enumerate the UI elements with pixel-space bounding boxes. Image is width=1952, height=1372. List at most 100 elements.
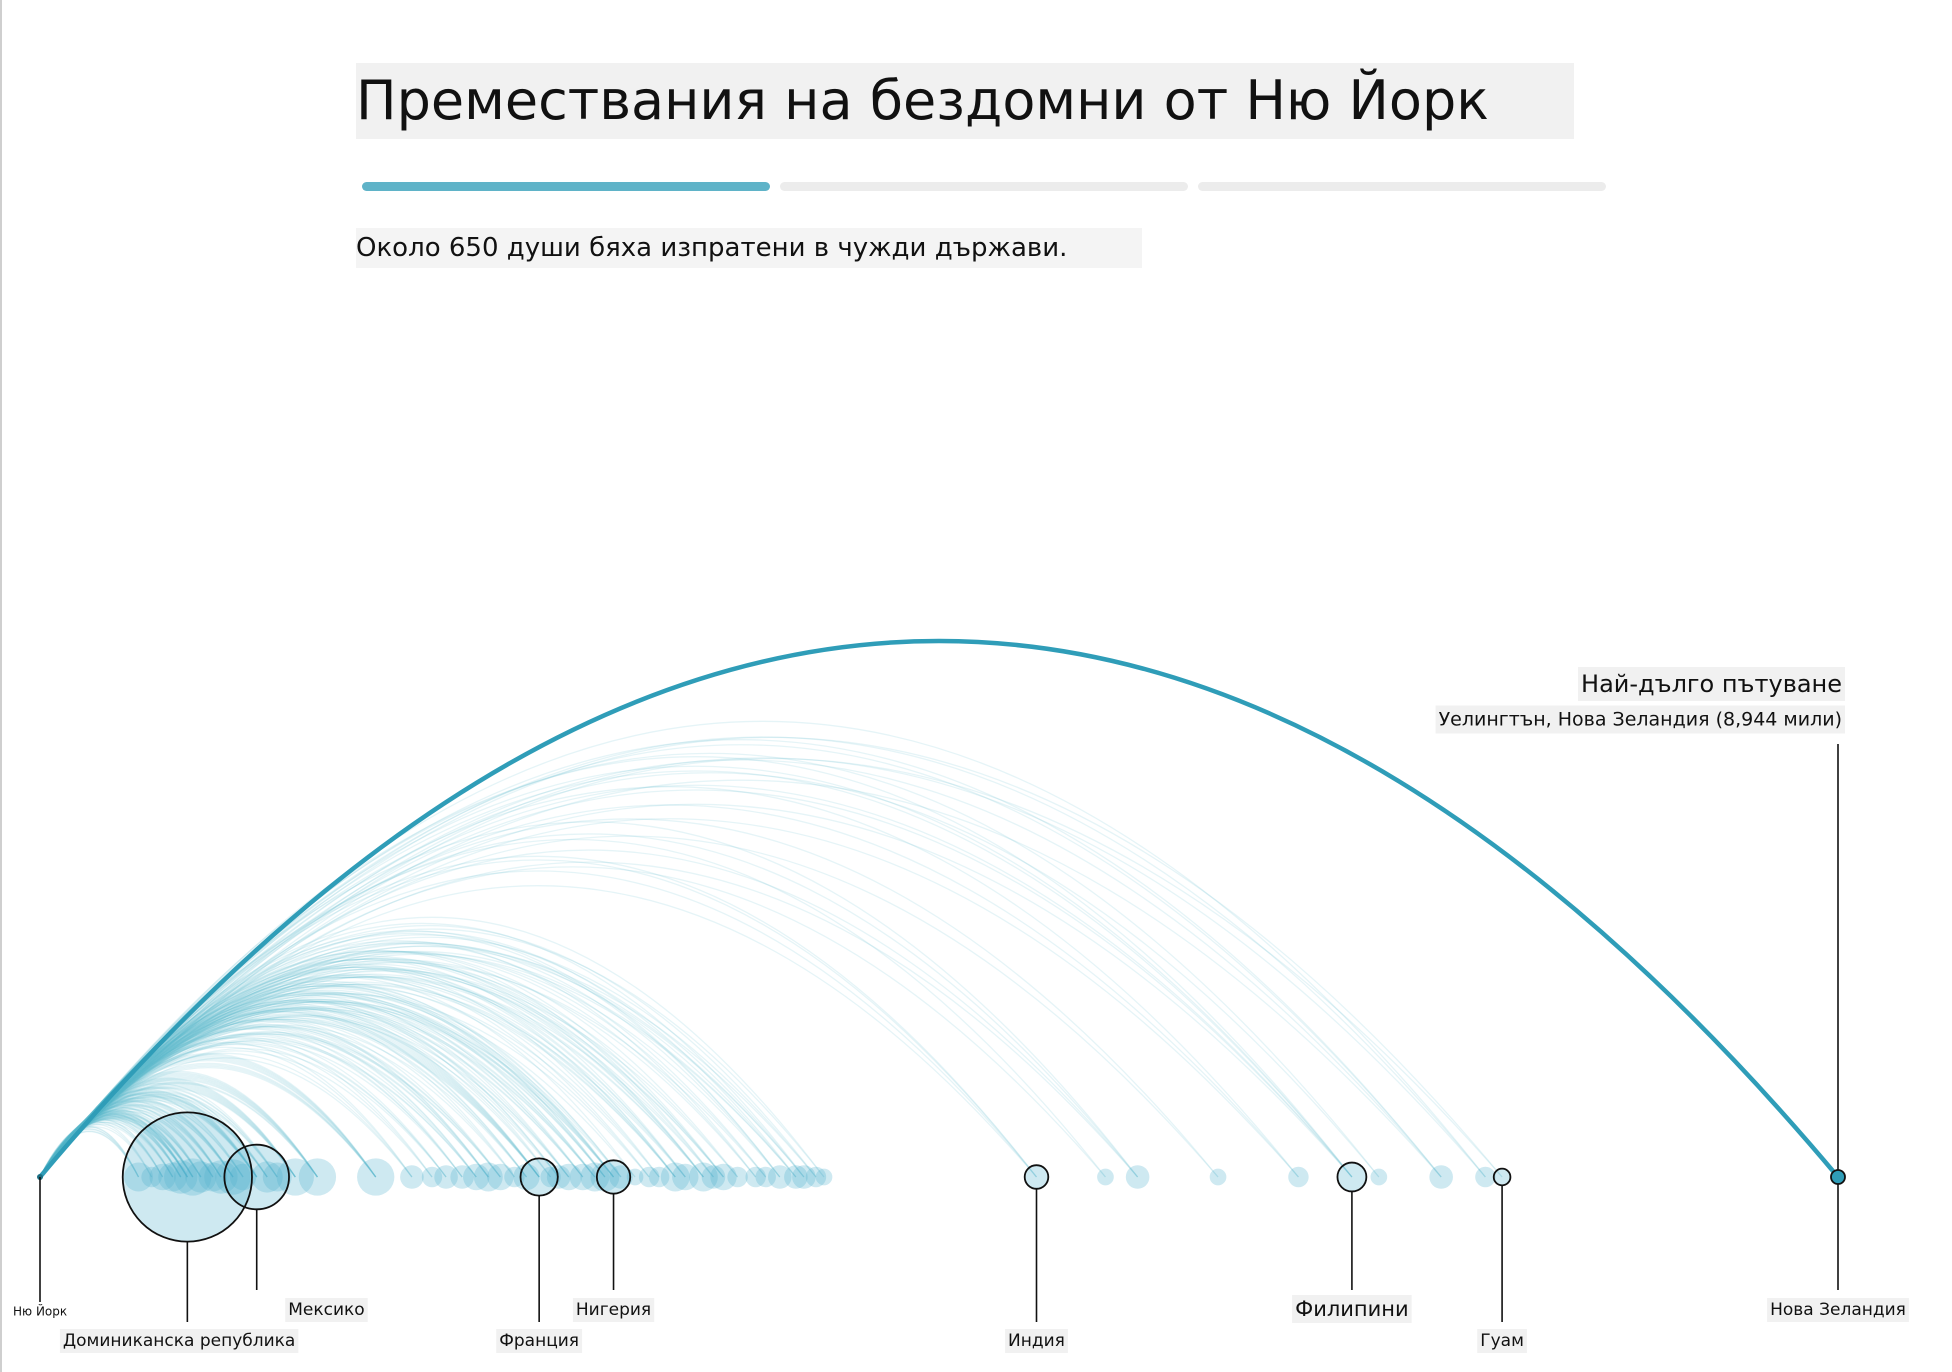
trip-arc — [39, 1040, 477, 1178]
destination-dot[interactable] — [648, 1166, 670, 1188]
destination-dot[interactable] — [1209, 1168, 1227, 1186]
destination-dot[interactable] — [357, 1158, 395, 1196]
trip-arc — [39, 1091, 268, 1178]
destination-dot[interactable] — [609, 1165, 633, 1189]
trip-arc — [39, 985, 660, 1178]
destination-dot[interactable] — [185, 1161, 217, 1193]
destination-dot[interactable] — [215, 1159, 251, 1195]
longest-trip-arc[interactable] — [38, 638, 1840, 1179]
destination-label: Нова Зеландия — [1770, 1300, 1906, 1320]
destination-dot[interactable] — [580, 1162, 610, 1192]
destination-dot[interactable] — [224, 1144, 290, 1210]
destination-dot[interactable] — [276, 1158, 314, 1196]
destination-dot[interactable] — [520, 1158, 558, 1196]
destination-dot[interactable] — [792, 1165, 816, 1189]
destination-dot[interactable] — [727, 1166, 748, 1188]
trip-arc — [39, 1112, 182, 1178]
trip-arc — [39, 983, 650, 1178]
destination-dot[interactable] — [745, 1166, 766, 1188]
destination-label-bg — [572, 1298, 655, 1322]
destination-dot[interactable] — [596, 1160, 631, 1194]
destination-dot[interactable] — [400, 1165, 424, 1189]
destination-dot[interactable] — [555, 1163, 582, 1191]
destination-marker[interactable] — [519, 1157, 559, 1197]
destination-marker[interactable] — [223, 1143, 290, 1211]
destination-dot[interactable] — [1475, 1166, 1496, 1188]
step-indicator-2[interactable] — [780, 182, 1188, 191]
destination-dot[interactable] — [1097, 1168, 1114, 1186]
destination-dot[interactable] — [805, 1166, 827, 1188]
trip-arc — [39, 1091, 258, 1178]
destination-marker[interactable] — [1336, 1161, 1368, 1193]
destination-dot[interactable] — [701, 1165, 726, 1189]
destination-dot[interactable] — [1024, 1165, 1049, 1189]
destination-dot[interactable] — [434, 1165, 458, 1189]
destination-dot[interactable] — [487, 1163, 514, 1191]
destination-dot[interactable] — [1429, 1165, 1453, 1189]
destination-dot[interactable] — [710, 1163, 737, 1191]
trip-arc — [39, 1113, 182, 1178]
step-indicator-3[interactable] — [1198, 182, 1606, 191]
destination-dot[interactable] — [1493, 1168, 1511, 1186]
trip-arc — [39, 1114, 188, 1178]
destination-dot[interactable] — [124, 1162, 153, 1192]
destination-dot[interactable] — [626, 1168, 644, 1186]
trip-arc — [39, 996, 615, 1178]
step-indicator-1[interactable] — [362, 182, 770, 191]
destination-dot[interactable] — [122, 1112, 252, 1242]
destination-dot[interactable] — [229, 1163, 257, 1191]
destination-dot[interactable] — [463, 1163, 490, 1191]
longest-trip-callout: Най-дълго пътуване Уелингтън, Нова Зеланд… — [1435, 667, 1845, 1170]
destination-dot[interactable] — [815, 1168, 833, 1186]
destination-dot[interactable] — [473, 1162, 503, 1192]
destination-dot[interactable] — [1337, 1162, 1367, 1192]
destination-dot[interactable] — [141, 1166, 162, 1188]
destination-dot[interactable] — [1288, 1166, 1309, 1188]
destination-dot[interactable] — [767, 1165, 792, 1189]
destination-dot[interactable] — [660, 1162, 690, 1192]
trip-arc — [39, 1033, 489, 1178]
destination-dot[interactable] — [262, 1162, 292, 1192]
trip-arc — [39, 1112, 188, 1178]
trip-arc — [39, 1038, 477, 1178]
trip-arc — [39, 835, 1219, 1178]
destination-dot[interactable] — [204, 1160, 238, 1194]
destination-dot[interactable] — [672, 1163, 699, 1191]
destination-dot[interactable] — [755, 1166, 776, 1188]
destination-dot[interactable] — [1125, 1165, 1150, 1189]
destination-dot[interactable] — [569, 1163, 596, 1191]
destination-dot[interactable] — [251, 1161, 283, 1193]
trip-arc — [39, 779, 1442, 1178]
destination-dot[interactable] — [450, 1165, 474, 1189]
destination-dot[interactable] — [198, 1162, 228, 1192]
destination-dot[interactable] — [1370, 1168, 1388, 1186]
trip-arc — [39, 789, 1353, 1178]
destination-label-bg — [1767, 1298, 1909, 1322]
destination-dot[interactable] — [164, 1160, 198, 1194]
trip-arc — [39, 1114, 174, 1178]
destination-dot[interactable] — [174, 1158, 212, 1196]
destination-dot[interactable] — [784, 1165, 808, 1189]
destination-dot[interactable] — [421, 1166, 443, 1188]
trip-arc — [39, 1107, 202, 1178]
destination-label: Мексико — [288, 1300, 364, 1320]
destination-dot[interactable] — [540, 1166, 561, 1188]
destination-dot[interactable] — [504, 1166, 525, 1188]
trip-arc — [39, 1079, 296, 1178]
trip-arc — [39, 1074, 318, 1178]
destination-marker[interactable] — [1023, 1164, 1050, 1190]
trip-arc — [39, 1053, 377, 1178]
destination-dot[interactable] — [638, 1166, 660, 1188]
trip-arc — [39, 804, 1299, 1178]
destination-dot[interactable] — [149, 1163, 176, 1191]
destination-dot[interactable] — [158, 1162, 188, 1192]
trip-arc — [39, 1130, 140, 1178]
trip-arc — [39, 1112, 194, 1178]
destination-dot[interactable] — [513, 1163, 540, 1191]
destination-marker[interactable] — [1830, 1169, 1846, 1185]
destination-dot[interactable] — [688, 1162, 718, 1192]
trip-arc — [39, 992, 636, 1178]
destination-dot[interactable] — [298, 1158, 337, 1196]
trip-arc — [39, 1080, 296, 1178]
trip-arc — [39, 970, 724, 1178]
